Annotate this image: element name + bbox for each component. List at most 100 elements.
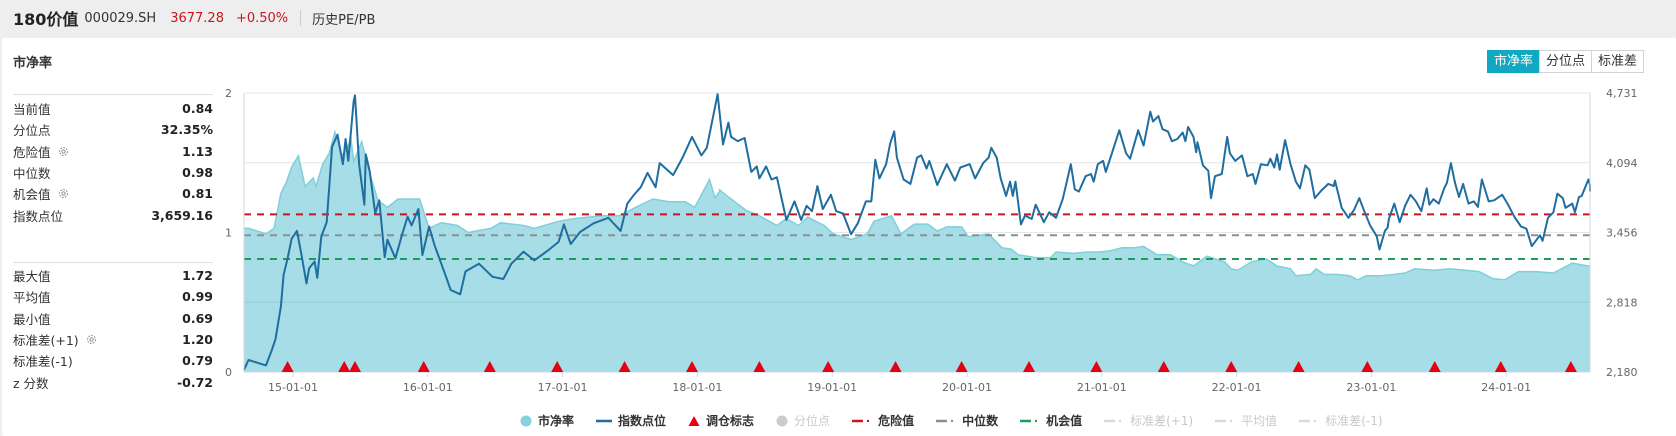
legend-item[interactable]: 标准差(-1) (1299, 412, 1383, 429)
legend-item[interactable]: 机会值 (1020, 412, 1082, 429)
stat-label: 中位数 (13, 163, 51, 182)
card-title: 市净率 (13, 56, 53, 71)
tab-percentile[interactable]: 分位点 (1539, 50, 1593, 73)
rebalance-marker[interactable] (955, 361, 968, 372)
rebalance-marker[interactable] (1157, 361, 1170, 372)
rebalance-marker[interactable] (338, 361, 351, 372)
stat-value: 1.13 (182, 143, 213, 159)
x-tick-label: 17-01-01 (538, 381, 588, 394)
chart-legend: 市净率 指数点位 调仓标志 分位点 危险值 中位数 机会值 标准差(+1) 平均值 标准差(-1) (520, 412, 1405, 429)
line-icon (596, 419, 613, 422)
rebalance-marker[interactable] (1361, 361, 1374, 372)
x-tick-label: 16-01-01 (403, 381, 453, 394)
legend-item[interactable]: 指数点位 (596, 412, 666, 429)
stat-row: 标准差(-1) 0.79 (13, 350, 213, 371)
legend-item[interactable]: 中位数 (936, 412, 998, 429)
stat-label: 机会值 (13, 184, 69, 203)
rebalance-marker[interactable] (349, 361, 362, 372)
gear-icon[interactable] (58, 188, 69, 199)
x-tick-label: 20-01-01 (942, 381, 992, 394)
index-line (243, 93, 1591, 371)
tab-pb[interactable]: 市净率 (1487, 50, 1541, 73)
legend-item[interactable]: 市净率 (520, 412, 574, 429)
legend-label: 标准差(-1) (1325, 414, 1383, 428)
rebalance-marker[interactable] (1494, 361, 1507, 372)
gear-icon[interactable] (58, 146, 69, 157)
stat-value: 0.84 (182, 101, 213, 117)
stat-value: 0.99 (182, 289, 213, 305)
legend-label: 调仓标志 (706, 414, 755, 428)
stat-value: 0.81 (182, 186, 213, 202)
stats-summary: 最大值 1.72 平均值 0.99 最小值 0.69 标准差(+1) 1.20 标准差(-1) 0… (13, 262, 213, 393)
stat-value: 0.79 (182, 353, 213, 369)
x-tick-label: 21-01-01 (1077, 381, 1127, 394)
rebalance-marker[interactable] (1292, 361, 1305, 372)
rebalance-marker[interactable] (1225, 361, 1238, 372)
rebalance-marker[interactable] (483, 361, 496, 372)
stat-label-text: 危险值 (13, 144, 51, 160)
stat-label: 标准差(+1) (13, 330, 97, 349)
legend-label: 机会值 (1046, 414, 1083, 428)
section-label: 历史PE/PB (312, 12, 376, 28)
rebalance-marker[interactable] (618, 361, 631, 372)
y-right-tick-label: 3,456 (1606, 227, 1638, 240)
circle-icon (520, 415, 532, 426)
stat-value: 32.35% (160, 122, 213, 138)
stats-current: 当前值 0.84 分位点 32.35% 危险值 1.13 中位数 0.98 机会值 0.81 指数点… (13, 94, 213, 226)
y-right-tick-label: 4,094 (1606, 157, 1638, 170)
rebalance-marker[interactable] (822, 361, 835, 372)
triangle-icon (688, 415, 700, 426)
legend-item[interactable]: 平均值 (1215, 412, 1277, 429)
top-bar: 180价值 000029.SH 3677.28 +0.50% 历史PE/PB (0, 0, 1676, 36)
index-price: 3677.28 (170, 10, 224, 26)
circle-icon (776, 415, 788, 426)
stat-row: 机会值 0.81 (13, 183, 213, 204)
pb-area (244, 132, 1590, 372)
legend-item[interactable]: 危险值 (852, 412, 914, 429)
dash-line-icon (1299, 419, 1317, 422)
rebalance-marker[interactable] (1090, 361, 1103, 372)
rebalance-marker[interactable] (1023, 361, 1036, 372)
rebalance-marker[interactable] (1564, 361, 1577, 372)
y-left-tick-label: 2 (225, 87, 232, 100)
rebalance-marker[interactable] (417, 361, 430, 372)
gear-icon[interactable] (86, 334, 97, 345)
dash-line-icon (1104, 419, 1122, 422)
stat-label: 分位点 (13, 120, 51, 139)
legend-label: 中位数 (962, 414, 999, 428)
chart-card: 15-01-01 16-01-01 17-01-01 18-01-01 19-01-01… (2, 38, 1676, 436)
stat-label: 最小值 (13, 309, 51, 328)
divider (300, 10, 302, 26)
stat-label-text: 分位点 (13, 123, 51, 139)
legend-item[interactable]: 分位点 (776, 412, 830, 429)
legend-label: 分位点 (794, 414, 831, 428)
legend-item[interactable]: 标准差(+1) (1104, 412, 1193, 429)
dash-line-icon (852, 419, 870, 422)
stat-label-text: 指数点位 (13, 208, 64, 224)
rebalance-marker[interactable] (281, 361, 294, 372)
stat-label: 平均值 (13, 287, 51, 306)
stat-label-text: 最大值 (13, 269, 51, 285)
stat-label-text: 当前值 (13, 102, 51, 118)
legend-item[interactable]: 调仓标志 (688, 412, 754, 429)
stat-row: 平均值 0.99 (13, 286, 213, 307)
stat-label: 指数点位 (13, 206, 63, 225)
legend-label: 平均值 (1241, 414, 1278, 428)
dash-line-icon (936, 419, 954, 422)
rebalance-marker[interactable] (686, 361, 699, 372)
index-code: 000029.SH (84, 10, 157, 26)
y-right-tick-label: 2,180 (1606, 366, 1638, 379)
rebalance-marker[interactable] (889, 361, 902, 372)
tab-stddev[interactable]: 标准差 (1591, 50, 1645, 73)
stat-label-text: 平均值 (13, 290, 51, 306)
dash-line-icon (1020, 419, 1038, 422)
stat-row: 中位数 0.98 (13, 162, 213, 183)
rebalance-marker[interactable] (753, 361, 766, 372)
metric-tabs: 市净率 分位点 标准差 (1487, 50, 1645, 73)
rebalance-marker[interactable] (1428, 361, 1441, 372)
x-tick-label: 23-01-01 (1346, 381, 1396, 394)
stat-label: 当前值 (13, 99, 51, 118)
stat-value: 0.69 (182, 310, 213, 326)
rebalance-marker[interactable] (551, 361, 564, 372)
